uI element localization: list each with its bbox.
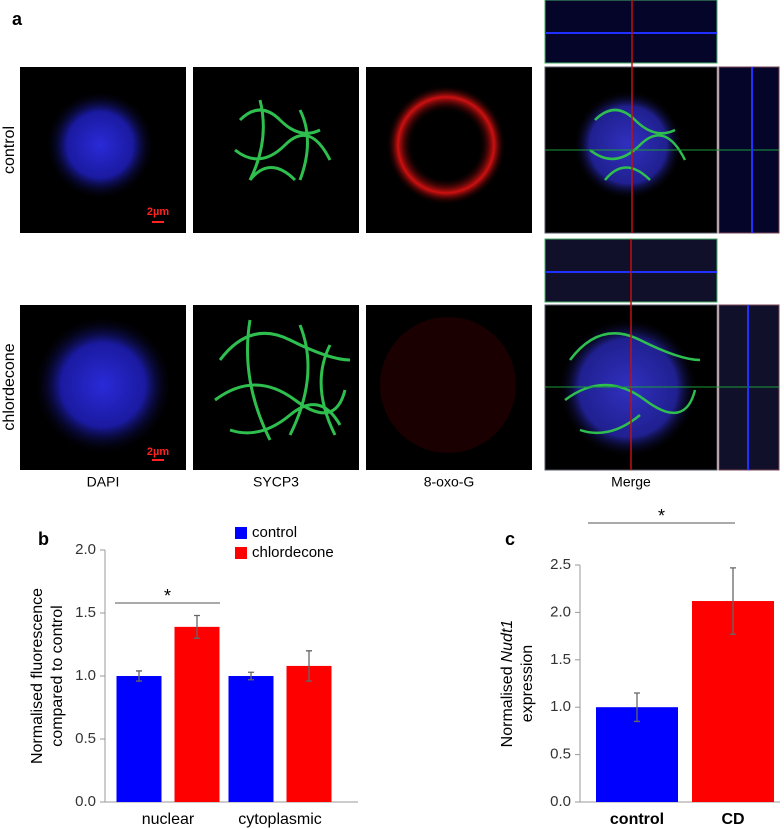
bar [174,626,220,802]
micrographs [20,0,780,471]
column-label: SYCP3 [253,474,299,490]
x-tick-label: control [610,811,664,828]
annotation: * [164,586,171,606]
ortho-panel [544,0,718,64]
y-tick-label: 1.0 [550,698,571,715]
bar [286,665,332,802]
panel-label: c [505,529,515,549]
row-label: chlordecone [1,343,18,430]
error-bar [136,670,142,682]
error-bar [248,671,254,681]
scale-label: 2µm [147,206,169,218]
y-tick-label: 0.0 [550,793,571,810]
row-label: control [1,126,18,174]
nucleus [558,318,698,458]
error-bar [730,567,736,635]
panel-label: b [38,529,49,549]
signal [380,317,516,453]
legend-label: control [252,524,297,541]
x-tick-label: CD [721,811,744,828]
bar [596,707,678,802]
chromosomes [564,332,701,435]
nucleus [33,315,173,455]
y-tick-label: 2.0 [550,603,571,620]
bar [228,676,274,802]
annotation: * [658,506,665,526]
chromosomes [214,319,351,441]
y-tick-label: 1.0 [75,667,96,684]
y-tick-label: 1.5 [75,604,96,621]
column-label: Merge [611,474,651,490]
y-tick-label: 2.0 [75,541,96,558]
error-bar [634,692,640,723]
nucleus [45,90,155,200]
y-tick-label: 0.0 [75,793,96,810]
x-tick-label: cytoplasmic [238,811,322,828]
y-axis-label: Normalised fluorescence compared to contr… [29,588,66,764]
legend-swatch [235,547,247,559]
y-tick-label: 0.5 [75,730,96,747]
y-axis-label-line: compared to control [49,605,66,746]
error-bar [194,614,200,639]
y-tick-label: 0.5 [550,746,571,763]
image-panel [193,67,359,233]
scale-label: 2µm [147,446,169,458]
column-label: 8-oxo-G [424,474,475,490]
y-tick-label: 2.5 [550,556,571,573]
chromosomes [589,108,687,181]
legend-label: chlordecone [252,544,334,561]
y-tick-label: 1.5 [550,651,571,668]
nucleus [573,90,683,200]
bar [116,676,162,802]
legend-swatch [235,527,247,539]
y-axis-label-part: expression [519,645,536,722]
y-axis-label-part: Nudt1 [499,620,516,663]
x-tick-label: nuclear [142,811,195,828]
chromosomes [234,99,332,182]
column-label: DAPI [87,474,120,490]
error-bar [306,650,312,682]
y-axis-label-line: Normalised fluorescence [29,588,46,764]
y-axis-label-part: Normalised [499,666,516,747]
image-panel [193,305,359,470]
signal [386,85,506,205]
panel-label: a [12,9,23,29]
y-axis-label: Normalised Nudt1expression [499,620,536,748]
